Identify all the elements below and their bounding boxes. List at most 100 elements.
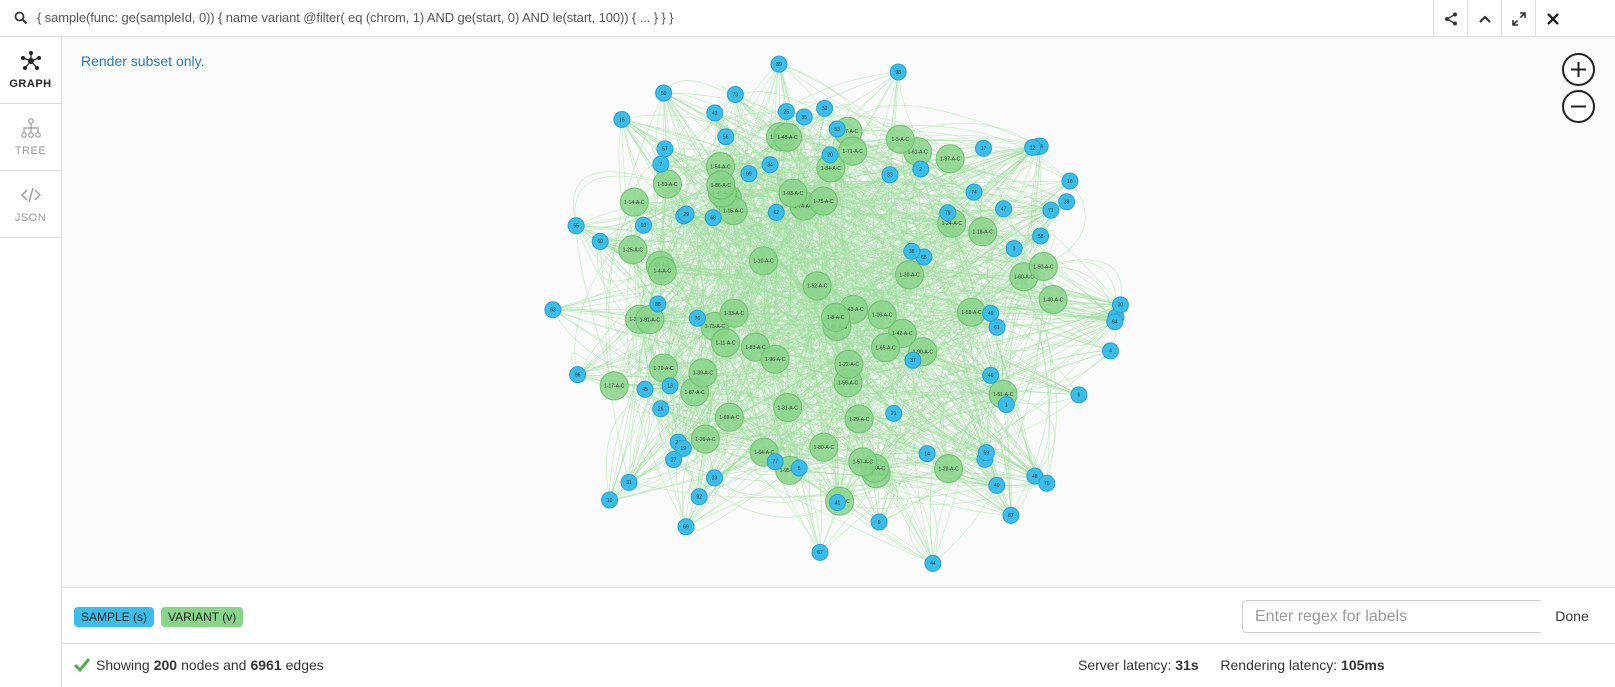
sample-node[interactable]: 87: [1002, 506, 1020, 524]
variant-node-circle[interactable]: [719, 298, 749, 328]
sample-node-circle[interactable]: [706, 104, 724, 122]
sample-node-circle[interactable]: [1042, 201, 1060, 219]
variant-node[interactable]: 1-70-A-C: [649, 353, 678, 383]
sample-node-circle[interactable]: [821, 146, 839, 164]
sample-node-circle[interactable]: [635, 216, 652, 234]
sample-node-circle[interactable]: [982, 366, 1000, 384]
variant-node[interactable]: 1-33-A-C: [719, 298, 749, 328]
variant-node[interactable]: 1-75-A-C: [808, 186, 838, 216]
sample-node-circle[interactable]: [677, 205, 695, 223]
sample-node-circle[interactable]: [988, 476, 1006, 494]
sample-node[interactable]: 49: [982, 304, 1000, 322]
variant-node-circle[interactable]: [619, 187, 649, 217]
sample-node[interactable]: 77: [766, 453, 784, 471]
variant-node[interactable]: 1-40-A-C: [1038, 285, 1068, 314]
variant-node-circle[interactable]: [714, 402, 744, 432]
sample-node[interactable]: 60: [591, 232, 609, 250]
sample-node-circle[interactable]: [790, 459, 808, 477]
sample-node[interactable]: 67: [811, 543, 829, 561]
sample-node-circle[interactable]: [777, 103, 795, 121]
sample-node-circle[interactable]: [903, 242, 921, 260]
variant-node-circle[interactable]: [821, 302, 851, 332]
sample-node[interactable]: 89: [770, 55, 788, 73]
sample-node[interactable]: 18: [1061, 172, 1079, 190]
sample-node-circle[interactable]: [870, 513, 888, 531]
sample-node[interactable]: 34: [761, 156, 779, 174]
graph-canvas[interactable]: 1-24-A-C 1-26-A-C 1-74-A-C 1-93-A-C 1-29-A-C…: [62, 37, 1615, 587]
sample-node[interactable]: 93: [635, 216, 652, 234]
variant-node-circle[interactable]: [885, 124, 915, 154]
variant-node-circle[interactable]: [749, 246, 778, 276]
sample-node[interactable]: 86: [569, 366, 587, 384]
sample-node[interactable]: 19: [674, 439, 692, 457]
sample-node-circle[interactable]: [977, 444, 995, 462]
sample-node-circle[interactable]: [704, 209, 722, 227]
variant-node-circle[interactable]: [690, 424, 720, 454]
variant-node-circle[interactable]: [773, 393, 803, 422]
variant-node[interactable]: 1-48-A-C: [773, 122, 802, 152]
sample-node-circle[interactable]: [912, 160, 930, 178]
sample-node-circle[interactable]: [829, 494, 846, 511]
sample-node[interactable]: 74: [965, 183, 983, 201]
sample-node[interactable]: 47: [995, 200, 1013, 218]
sample-node-circle[interactable]: [690, 488, 708, 506]
sample-node[interactable]: 10: [601, 491, 619, 509]
variant-node[interactable]: 1-57-A-C: [848, 447, 878, 477]
sample-node[interactable]: 27: [665, 451, 683, 469]
sample-node[interactable]: 33: [881, 166, 899, 184]
sample-node-circle[interactable]: [904, 351, 922, 369]
variant-node-circle[interactable]: [599, 371, 629, 401]
sample-node-circle[interactable]: [885, 404, 903, 422]
sample-node[interactable]: 1: [997, 396, 1015, 414]
sample-node[interactable]: 79: [939, 204, 957, 222]
variant-node[interactable]: 1-96-A-C: [760, 344, 790, 374]
sample-node[interactable]: 2: [912, 160, 930, 178]
variant-node-circle[interactable]: [808, 186, 838, 216]
label-regex-input[interactable]: [1242, 600, 1541, 633]
collapse-button[interactable]: [1467, 0, 1501, 37]
sample-node-circle[interactable]: [965, 183, 983, 201]
variant-node[interactable]: 1-80-A-C: [809, 432, 839, 462]
sample-node-circle[interactable]: [1106, 313, 1124, 331]
sample-node[interactable]: 39: [1058, 193, 1076, 211]
sample-node[interactable]: 57: [656, 140, 674, 158]
sample-node-circle[interactable]: [1070, 386, 1088, 404]
variant-node[interactable]: 1-25-A-C: [618, 235, 648, 265]
sample-node[interactable]: 21: [885, 404, 903, 422]
sample-node[interactable]: 56: [717, 128, 735, 146]
variant-node[interactable]: 1-14-A-C: [619, 187, 649, 217]
sample-node-circle[interactable]: [881, 166, 899, 184]
sample-node[interactable]: 5: [790, 459, 808, 477]
sample-node[interactable]: 17: [975, 139, 992, 157]
done-button[interactable]: Done: [1555, 608, 1589, 624]
variant-node[interactable]: 1-97-A-C: [935, 144, 965, 174]
sample-node-circle[interactable]: [1102, 342, 1119, 360]
variant-node-circle[interactable]: [838, 136, 868, 166]
variant-node[interactable]: 1-52-A-C: [802, 271, 832, 301]
sample-node-circle[interactable]: [1061, 172, 1079, 190]
sample-node[interactable]: 13: [661, 377, 679, 395]
sample-node[interactable]: 4: [1102, 342, 1119, 360]
sample-node[interactable]: 59: [977, 444, 995, 462]
sample-node-circle[interactable]: [613, 111, 631, 128]
sample-node-circle[interactable]: [1032, 227, 1050, 245]
sample-node[interactable]: 44: [924, 554, 942, 572]
sample-node-circle[interactable]: [997, 396, 1015, 414]
sample-node[interactable]: 9: [870, 513, 888, 531]
sample-node[interactable]: 71: [1042, 201, 1060, 219]
query-text[interactable]: { sample(func: ge(sampleId, 0)) { name v…: [37, 10, 674, 25]
variant-node[interactable]: 1-53-A-C: [652, 169, 682, 199]
sample-node-circle[interactable]: [601, 491, 619, 509]
variant-node[interactable]: 1-17-A-C: [599, 371, 629, 401]
variant-node[interactable]: 1-65-A-C: [871, 333, 900, 363]
sample-node-circle[interactable]: [939, 204, 957, 222]
variant-node-circle[interactable]: [867, 300, 897, 330]
sample-node-circle[interactable]: [652, 400, 670, 418]
variant-node[interactable]: 1-31-A-C: [773, 393, 803, 422]
sample-node-circle[interactable]: [1005, 240, 1023, 257]
variant-node-circle[interactable]: [935, 144, 965, 174]
variant-node-circle[interactable]: [706, 170, 736, 200]
sample-node[interactable]: 3: [1005, 240, 1023, 257]
variant-node[interactable]: 1-3-A-C: [885, 124, 915, 154]
variant-node-circle[interactable]: [934, 454, 964, 484]
